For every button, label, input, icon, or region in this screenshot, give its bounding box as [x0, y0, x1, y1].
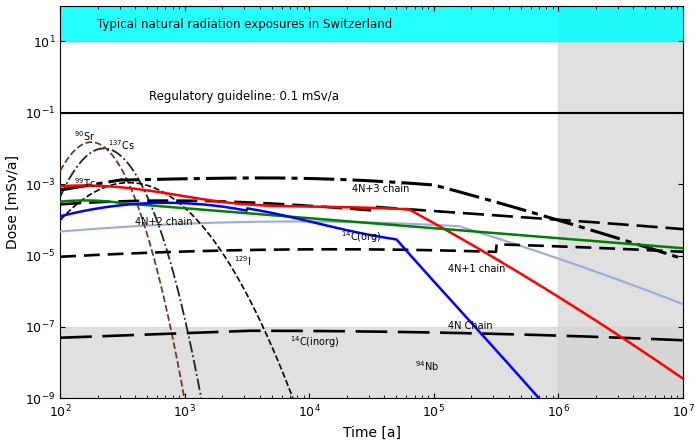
Bar — [60, 5, 683, 41]
Text: $^{99}$Tc: $^{99}$Tc — [74, 176, 96, 190]
Text: $^{129}$I: $^{129}$I — [234, 255, 251, 268]
X-axis label: Time [a]: Time [a] — [342, 425, 400, 440]
Text: $^{14}$C(org): $^{14}$C(org) — [341, 230, 382, 245]
Y-axis label: Dose [mSv/a]: Dose [mSv/a] — [6, 155, 20, 249]
Text: 4N+3 chain: 4N+3 chain — [352, 184, 410, 194]
Text: 4N Chain: 4N Chain — [448, 321, 493, 331]
Text: Regulatory guideline: 0.1 mSv/a: Regulatory guideline: 0.1 mSv/a — [149, 90, 340, 103]
Text: Typical natural radiation exposures in Switzerland: Typical natural radiation exposures in S… — [97, 18, 392, 31]
Text: $^{137}$Cs: $^{137}$Cs — [108, 138, 134, 152]
Text: $^{14}$C(inorg): $^{14}$C(inorg) — [290, 334, 340, 350]
Text: $^{90}$Sr: $^{90}$Sr — [74, 129, 96, 143]
Bar — [559, 5, 683, 398]
Text: $^{94}$Nb: $^{94}$Nb — [414, 359, 439, 372]
Text: 4N+1 chain: 4N+1 chain — [448, 264, 505, 274]
Text: 4N+2 chain: 4N+2 chain — [135, 217, 192, 227]
Bar — [60, 327, 683, 398]
